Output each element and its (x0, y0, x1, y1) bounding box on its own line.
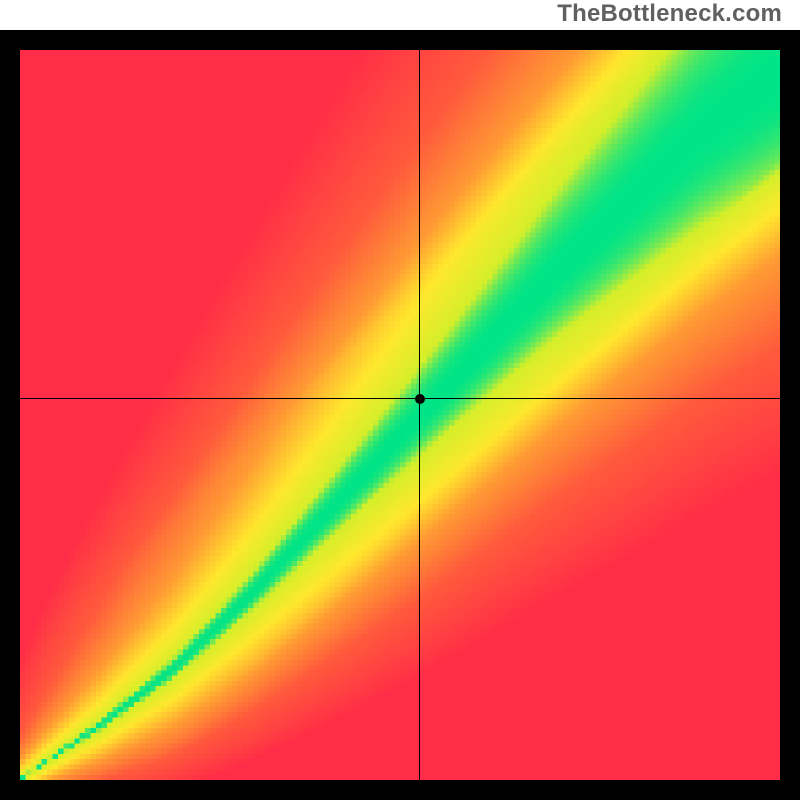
crosshair-vertical (419, 50, 420, 780)
watermark-text: TheBottleneck.com (557, 0, 782, 28)
marker-dot (415, 394, 425, 404)
crosshair-horizontal (20, 398, 780, 399)
bottleneck-heatmap (20, 50, 780, 780)
